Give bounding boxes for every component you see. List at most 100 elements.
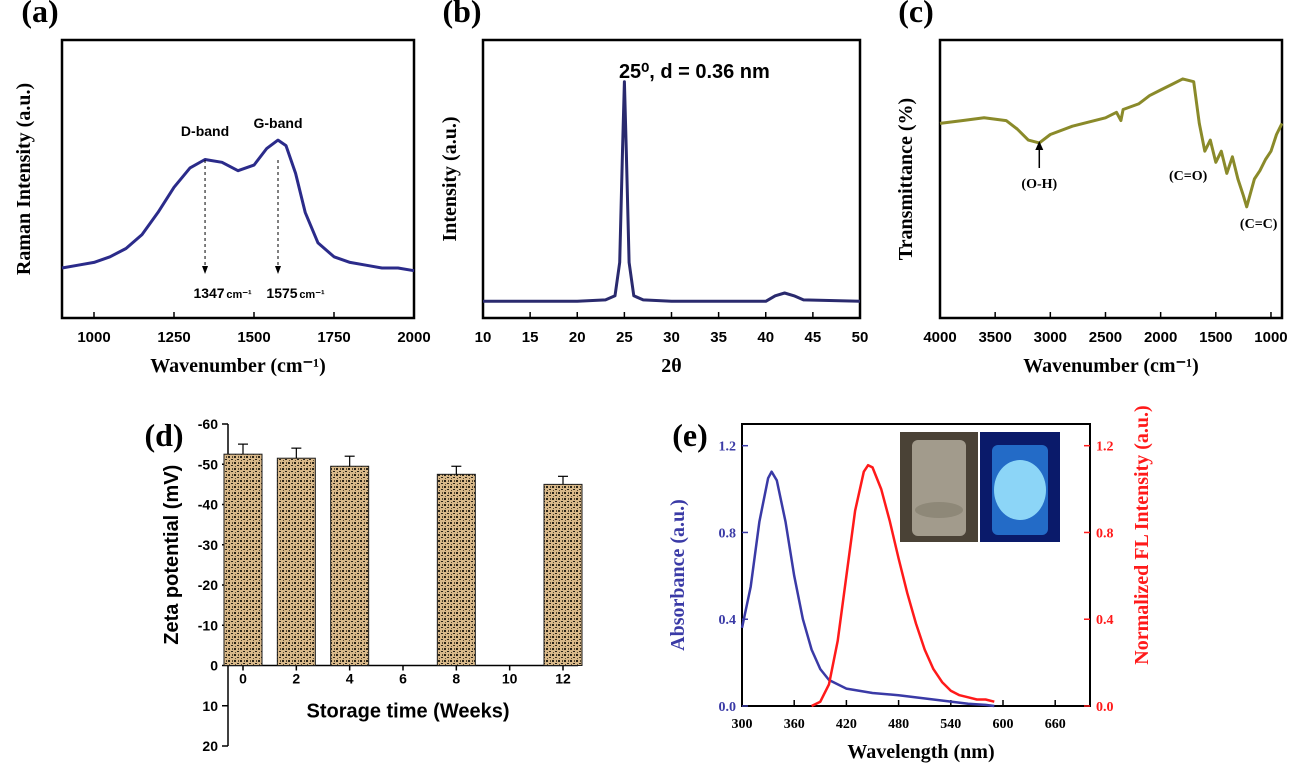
x-tick-label: 1750: [317, 329, 350, 346]
x-axis-title: 2θ: [661, 355, 681, 377]
x-axis-title: Storage time (Weeks): [306, 701, 509, 723]
x-tick-label: 2: [292, 671, 300, 687]
y-tick-label-right: 1.2: [1096, 440, 1114, 455]
annotation-label: G-band: [254, 115, 303, 131]
panel-label: (b): [442, 0, 481, 29]
x-tick-label: 480: [888, 717, 909, 732]
x-tick-label: 1000: [1254, 329, 1287, 346]
panel-d: (d) -60 -50 -40 -30 -20 -10 0 10 20 0 2 4 6 8 10 12 Stora…: [144, 416, 583, 754]
x-tick-label: 20: [569, 329, 586, 346]
x-tick-label: 12: [555, 671, 571, 687]
annotation-label: 25⁰, d = 0.36 nm: [619, 61, 770, 83]
annotation-unit: cm⁻¹: [299, 289, 325, 301]
x-axis-title: Wavenumber (cm⁻¹): [150, 355, 326, 377]
bar: [223, 453, 263, 666]
vial-daylight: [912, 440, 966, 536]
bar: [436, 473, 476, 666]
x-axis-title: Wavelength (nm): [847, 741, 994, 763]
x-tick-label: 2500: [1089, 329, 1122, 346]
inset-photo: [900, 432, 1060, 542]
panel-label: (e): [672, 417, 708, 453]
x-tick-label: 660: [1045, 717, 1066, 732]
x-tick-label: 2000: [1144, 329, 1177, 346]
x-tick-label: 45: [805, 329, 822, 346]
y-tick-label: -30: [198, 537, 218, 553]
panel-label: (c): [898, 0, 934, 29]
x-tick-label: 4: [346, 671, 354, 687]
x-tick-label: 2000: [397, 329, 430, 346]
x-tick-label: 8: [452, 671, 460, 687]
series-line: [61, 138, 415, 273]
x-tick-label: 25: [616, 329, 633, 346]
y-tick-label-left: 0.0: [719, 700, 737, 715]
vial-glow-uv: [994, 460, 1046, 520]
y-tick-label: 0: [210, 658, 218, 674]
y-axis-title: Intensity (a.u.): [439, 116, 461, 241]
y-tick-label-left: 0.4: [719, 613, 737, 628]
y-tick-label-right: 0.0: [1096, 700, 1114, 715]
x-axis-title: Wavenumber (cm⁻¹): [1023, 355, 1199, 377]
y-tick-label: 10: [202, 698, 218, 714]
series-line: [939, 77, 1284, 209]
annotation-value: 1575: [266, 285, 297, 301]
panel-label: (d): [144, 417, 183, 453]
x-tick-label: 10: [502, 671, 518, 687]
x-tick-label: 1000: [77, 329, 110, 346]
x-tick-label: 1500: [237, 329, 270, 346]
annotation-label: (C=O): [1169, 169, 1208, 184]
series-line: [483, 80, 861, 303]
annotation-value: 1347: [193, 285, 224, 301]
y-axis-title: Zeta potential (mV): [161, 465, 183, 645]
arrow-head: [202, 266, 209, 274]
arrow-head: [275, 266, 281, 274]
y-tick-label: -60: [198, 416, 218, 432]
x-tick-label: 30: [663, 329, 680, 346]
series-line: [811, 463, 995, 708]
x-tick-label: 40: [757, 329, 774, 346]
x-tick-label: 3000: [1034, 329, 1067, 346]
y-tick-label-left: 0.8: [719, 526, 737, 541]
x-tick-label: 35: [710, 329, 727, 346]
annotation-unit: cm⁻¹: [226, 289, 252, 301]
panel-c: (c) 4000 3500 3000 2500 2000 1500 1000 Wavenumbe…: [895, 0, 1288, 377]
y-tick-label: -40: [198, 497, 218, 513]
vial-liquid-daylight: [915, 502, 963, 518]
series-line: [740, 470, 995, 708]
plot-frame: [938, 38, 1284, 320]
panel-e: (e) 300 360 420 480 540 600 660 0.0 0.0 0.4 0.4 0.8 0…: [667, 405, 1153, 763]
annotation-label: (O-H): [1021, 177, 1057, 192]
bar: [330, 465, 370, 667]
y-axis-title: Transmittance (%): [895, 98, 917, 260]
x-tick-label: 360: [784, 717, 805, 732]
x-tick-label: 420: [836, 717, 857, 732]
x-tick-label: 1500: [1199, 329, 1232, 346]
bar: [543, 483, 583, 666]
x-tick-label: 50: [852, 329, 869, 346]
bar: [276, 457, 316, 666]
y-tick-label-right: 0.4: [1096, 613, 1114, 628]
y-tick-label-left: 1.2: [719, 440, 737, 455]
x-tick-label: 300: [732, 717, 753, 732]
y-axis-title: Raman Intensity (a.u.): [13, 83, 35, 275]
plot-frame: [60, 38, 416, 320]
y-axis-title-right: Normalized FL Intensity (a.u.): [1131, 405, 1153, 664]
plot-frame: [741, 423, 1091, 707]
panel-b: (b) 10 15 20 25 30 35 40 45 50 2θ Intensity (a.u.) 2…: [439, 0, 868, 377]
y-tick-label: -50: [198, 456, 218, 472]
x-tick-label: 6: [399, 671, 407, 687]
x-tick-label: 0: [239, 671, 247, 687]
y-tick-label-right: 0.8: [1096, 526, 1114, 541]
y-tick-label: -20: [198, 577, 218, 593]
x-tick-label: 15: [522, 329, 539, 346]
panel-a: (a) 1000 1250 1500 1750 2000 Wavenumber (cm⁻¹)…: [13, 0, 431, 377]
annotation-label: (C=C): [1240, 217, 1278, 232]
x-tick-label: 10: [475, 329, 492, 346]
x-tick-label: 4000: [923, 329, 956, 346]
arrow-head: [1035, 141, 1044, 150]
y-tick-label: 20: [202, 738, 218, 754]
x-tick-label: 540: [940, 717, 961, 732]
y-tick-label: -10: [198, 617, 218, 633]
x-tick-label: 600: [993, 717, 1014, 732]
y-axis-title-left: Absorbance (a.u.): [667, 499, 689, 651]
